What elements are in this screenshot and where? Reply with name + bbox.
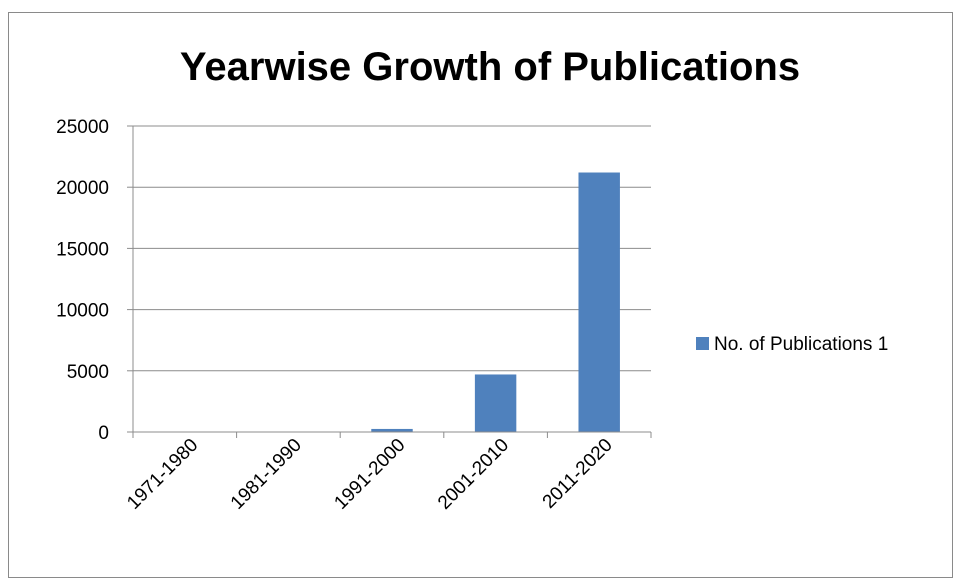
chart-title: Yearwise Growth of Publications bbox=[180, 45, 800, 89]
y-tick-label: 20000 bbox=[56, 178, 109, 199]
x-tick-label: 2001-2010 bbox=[434, 435, 513, 514]
x-tick-label: 1971-1980 bbox=[123, 435, 202, 514]
y-tick-label: 15000 bbox=[56, 239, 109, 260]
axes: 0 5000 10000 15000 20000 25000 1971-1980 1981-1… bbox=[56, 117, 652, 514]
legend: No. of Publications 1 bbox=[696, 334, 888, 355]
bars bbox=[164, 172, 620, 432]
x-tick-label: 1991-2000 bbox=[330, 435, 409, 514]
chart-frame bbox=[8, 12, 953, 578]
y-tick-label: 0 bbox=[98, 423, 109, 444]
bar-2011-2020 bbox=[578, 172, 620, 432]
x-tick-label: 1981-1990 bbox=[227, 435, 306, 514]
legend-swatch bbox=[696, 337, 709, 350]
bar-2001-2010 bbox=[474, 374, 517, 432]
bar-1991-2000 bbox=[371, 428, 413, 432]
gridlines bbox=[133, 125, 651, 372]
x-tick-label: 2011-2020 bbox=[539, 435, 617, 513]
y-tick-label: 5000 bbox=[67, 362, 109, 383]
y-tick-label: 10000 bbox=[56, 301, 109, 322]
y-tick-label: 25000 bbox=[56, 117, 109, 138]
legend-label: No. of Publications 1 bbox=[714, 334, 888, 355]
